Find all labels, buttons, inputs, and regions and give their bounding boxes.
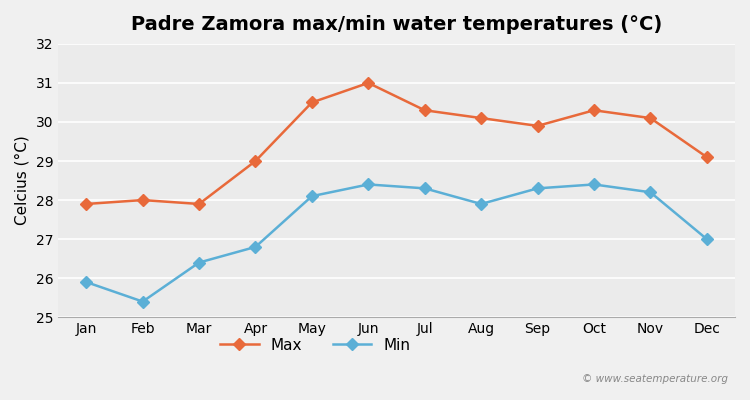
Max <box>82 202 91 206</box>
Min <box>138 299 147 304</box>
Title: Padre Zamora max/min water temperatures (°C): Padre Zamora max/min water temperatures … <box>131 15 662 34</box>
Max <box>308 100 316 105</box>
Y-axis label: Celcius (°C): Celcius (°C) <box>15 136 30 226</box>
Min <box>702 237 711 242</box>
Max <box>533 124 542 128</box>
Max <box>138 198 147 202</box>
Line: Max: Max <box>82 79 711 208</box>
Max <box>702 155 711 160</box>
Text: © www.seatemperature.org: © www.seatemperature.org <box>581 374 728 384</box>
Min <box>82 280 91 284</box>
Min <box>420 186 429 191</box>
Max <box>477 116 486 120</box>
Min <box>533 186 542 191</box>
Min <box>308 194 316 198</box>
Min <box>364 182 373 187</box>
Min <box>251 244 260 249</box>
Min <box>590 182 598 187</box>
Max <box>194 202 203 206</box>
Max <box>364 80 373 85</box>
Max <box>251 159 260 164</box>
Min <box>477 202 486 206</box>
Line: Min: Min <box>82 180 711 306</box>
Max <box>590 108 598 113</box>
Min <box>646 190 655 195</box>
Min <box>194 260 203 265</box>
Legend: Max, Min: Max, Min <box>214 332 416 359</box>
Max <box>646 116 655 120</box>
Max <box>420 108 429 113</box>
